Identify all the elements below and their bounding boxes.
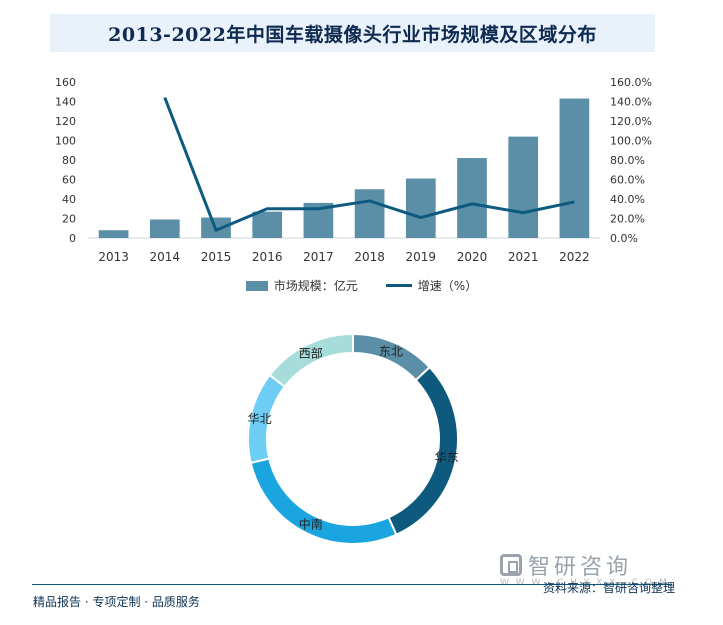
legend: 市场规模：亿元 增速（%） [0,277,723,294]
x-tick-label: 2014 [150,250,181,264]
bar [252,211,283,238]
footer-source: 资料来源：智研咨询整理 [542,581,675,595]
y-left-tick-label: 60 [62,174,76,187]
x-tick-label: 2022 [559,250,590,264]
y-right-tick-label: 0.0% [610,232,638,245]
brand-url: W W W . C H Y X X . C O M [500,578,669,588]
bar [559,98,590,238]
x-tick-label: 2016 [252,250,283,264]
x-tick-label: 2021 [508,250,539,264]
y-left-tick-label: 100 [55,135,76,148]
donut-label: 华北 [248,412,272,426]
donut-slice [268,332,354,389]
donut-label: 西部 [299,345,323,360]
bar [508,136,539,238]
y-right-tick-label: 140.0% [610,96,652,109]
y-right-tick-label: 80.0% [610,154,645,167]
donut-label: 华东 [435,451,459,465]
donut-slice [249,457,398,545]
y-left-tick-label: 140 [55,96,76,109]
legend-item-line: 增速（%） [385,277,478,294]
y-left-tick-label: 80 [62,154,76,167]
y-left-tick-label: 160 [55,76,76,89]
bar [457,158,487,238]
title-bar: 2013-2022年中国车载摄像头行业市场规模及区域分布 [50,14,655,52]
footer-divider [32,584,672,585]
legend-line-label: 增速（%） [417,279,478,293]
y-left-tick-label: 20 [62,213,76,226]
x-tick-label: 2017 [303,250,334,264]
y-left-tick-label: 120 [55,115,76,128]
x-tick-label: 2020 [457,250,488,264]
legend-item-bar: 市场规模：亿元 [245,277,358,294]
brand-icon [500,554,522,576]
y-right-tick-label: 160.0% [610,76,652,89]
y-left-tick-label: 40 [62,193,76,206]
y-right-tick-label: 120.0% [610,115,652,128]
chart-title: 2013-2022年中国车载摄像头行业市场规模及区域分布 [108,23,597,46]
x-tick-label: 2018 [354,250,385,264]
legend-line-swatch [385,284,412,287]
bar [354,189,385,238]
footer-slogan: 精品报告 · 专项定制 · 品质服务 [33,595,200,609]
donut-label: 东北 [379,344,403,358]
brand-logo: 智研咨询 [500,549,632,581]
growth-line [163,97,575,232]
bar [405,178,436,238]
x-tick-label: 2019 [406,250,437,264]
x-tick-label: 2015 [201,250,232,264]
bar [98,230,129,238]
y-right-tick-label: 20.0% [610,213,645,226]
donut-label: 中南 [299,517,323,532]
y-right-tick-label: 100.0% [610,135,652,148]
legend-bar-label: 市场规模：亿元 [273,279,358,293]
x-tick-label: 2013 [98,250,129,264]
y-right-tick-label: 60.0% [610,174,645,187]
brand-name: 智研咨询 [528,555,633,580]
bar [149,219,180,238]
y-right-tick-label: 40.0% [610,193,645,206]
y-left-tick-label: 0 [69,232,76,245]
legend-bar-swatch [245,280,268,291]
